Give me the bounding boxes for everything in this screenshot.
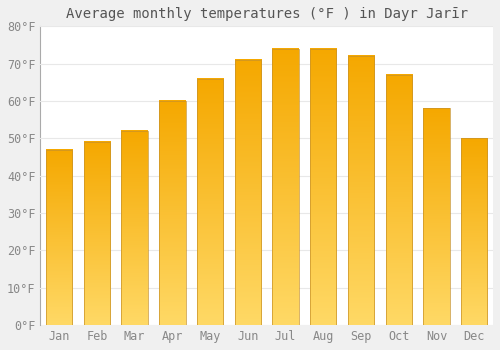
Bar <box>310 49 336 325</box>
Bar <box>234 60 261 325</box>
Bar <box>272 49 299 325</box>
Bar <box>46 149 72 325</box>
Bar <box>461 138 487 325</box>
Bar <box>122 131 148 325</box>
Bar <box>197 79 224 325</box>
Bar <box>84 142 110 325</box>
Bar <box>159 101 186 325</box>
Bar <box>348 56 374 325</box>
Title: Average monthly temperatures (°F ) in Dayr Jarīr: Average monthly temperatures (°F ) in Da… <box>66 7 468 21</box>
Bar <box>424 108 450 325</box>
Bar <box>386 75 412 325</box>
